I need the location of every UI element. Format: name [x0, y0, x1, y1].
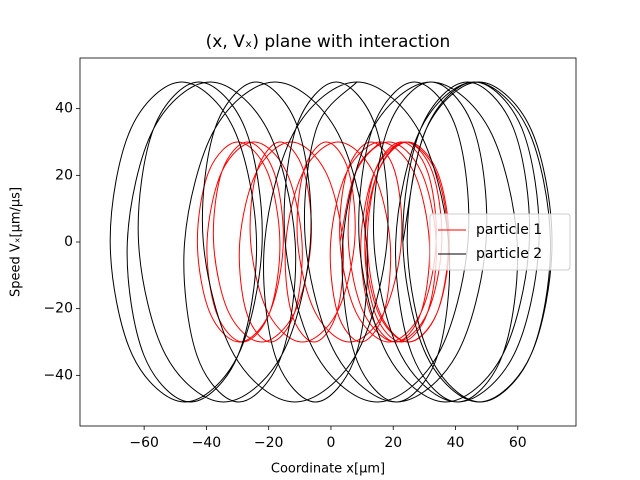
x-tick-label: 20 [384, 435, 402, 451]
y-tick-label: 20 [55, 167, 73, 183]
x-tick-label: −20 [254, 435, 284, 451]
x-tick-label: −60 [129, 435, 159, 451]
legend: particle 1 particle 2 [429, 213, 571, 271]
legend-label: particle 2 [476, 246, 542, 262]
y-axis-label: Speed Vₓ[μm/μs] [9, 187, 24, 297]
series-line [196, 141, 450, 343]
series-group [109, 81, 553, 403]
x-axis-label: Coordinate x[μm] [271, 462, 385, 477]
legend-box [429, 213, 571, 271]
y-tick-label: 40 [55, 101, 73, 117]
x-tick-label: 60 [509, 435, 527, 451]
x-tick-label: 40 [447, 435, 465, 451]
series-line [109, 81, 553, 403]
x-tick-label: −40 [192, 435, 222, 451]
y-tick-label: 0 [64, 234, 73, 250]
y-tick-label: −20 [43, 301, 73, 317]
legend-label: particle 1 [476, 222, 542, 238]
y-tick-label: −40 [43, 367, 73, 383]
chart-title: (x, Vₓ) plane with interaction [206, 32, 451, 52]
x-tick-label: 0 [326, 435, 335, 451]
